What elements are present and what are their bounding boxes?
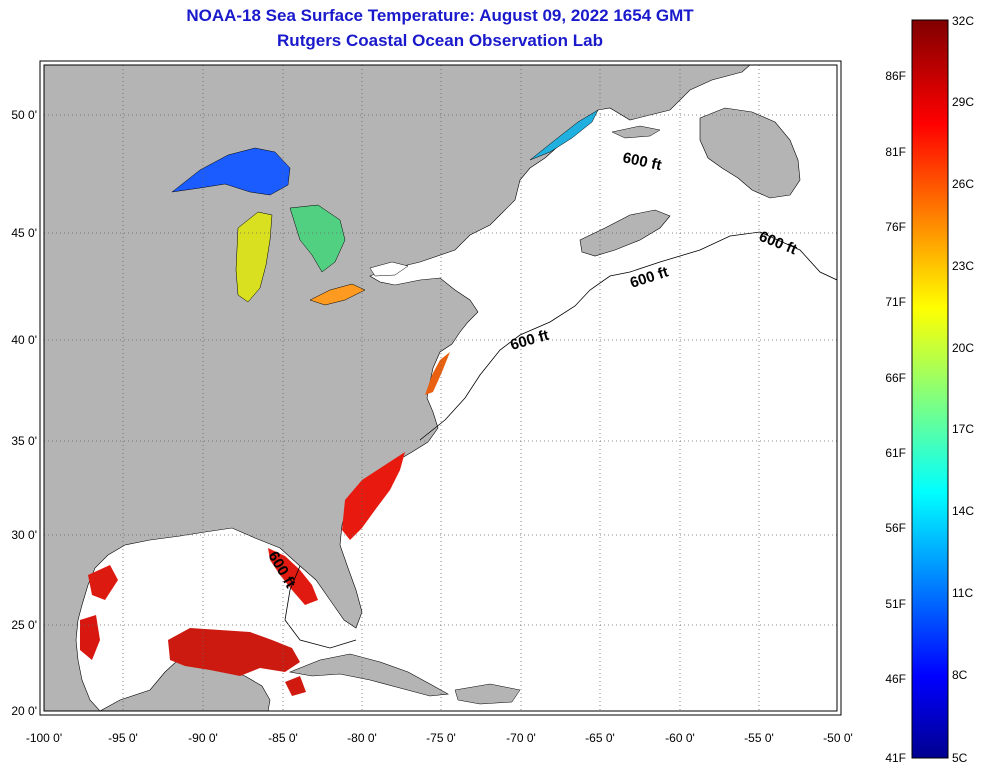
lon-tick-label: -100 0' [26, 731, 62, 745]
lon-tick-label: -60 0' [665, 731, 695, 745]
lat-tick-label: 20 0' [11, 704, 37, 718]
colorbar-celsius-label: 29C [952, 95, 974, 109]
colorbar-fahrenheit-label: 46F [885, 672, 906, 686]
latitude-axis: 50 0' 45 0' 40 0' 35 0' 30 0' 25 0' 20 0… [11, 108, 37, 718]
colorbar-fahrenheit-label: 66F [885, 371, 906, 385]
longitude-axis: -100 0' -95 0' -90 0' -85 0' -80 0' -75 … [26, 731, 853, 745]
lat-tick-label: 25 0' [11, 618, 37, 632]
lat-tick-label: 40 0' [11, 333, 37, 347]
colorbar-fahrenheit-label: 51F [885, 597, 906, 611]
map-outer-frame [39, 60, 842, 716]
gulf-yucatan-sst [285, 676, 306, 696]
map-subtitle: Rutgers Coastal Ocean Observation Lab [277, 31, 603, 50]
colorbar-fahrenheit-label: 56F [885, 521, 906, 535]
gulf-central-sst [168, 628, 300, 676]
lake-michigan-sst [235, 211, 273, 303]
colorbar-fahrenheit-label: 71F [885, 295, 906, 309]
colorbar-celsius-label: 17C [952, 422, 974, 436]
colorbar-celsius-label: 5C [952, 751, 968, 765]
lake-erie-sst [309, 283, 366, 306]
lon-tick-label: -90 0' [188, 731, 218, 745]
lake-superior-sst [171, 147, 291, 196]
colorbar-celsius-label: 8C [952, 668, 968, 682]
lat-tick-label: 35 0' [11, 434, 37, 448]
colorbar-fahrenheit-label: 81F [885, 145, 906, 159]
lon-tick-label: -70 0' [506, 731, 536, 745]
lat-tick-label: 30 0' [11, 528, 37, 542]
chesapeake-sst [425, 352, 450, 395]
lon-tick-label: -75 0' [426, 731, 456, 745]
colorbar-gradient [911, 19, 949, 759]
colorbar-celsius-label: 20C [952, 341, 974, 355]
colorbar-celsius-label: 26C [952, 177, 974, 191]
lat-tick-label: 45 0' [11, 226, 37, 240]
lat-tick-label: 50 0' [11, 108, 37, 122]
contour-600ft-line [284, 231, 837, 649]
colorbar-fahrenheit-label: 41F [885, 751, 906, 765]
lon-tick-label: -95 0' [108, 731, 138, 745]
colorbar-fahrenheit-label: 61F [885, 446, 906, 460]
lake-huron-sst [289, 204, 346, 273]
graticule [44, 65, 837, 711]
land-cuba [288, 653, 449, 697]
lake-ontario-sst [369, 261, 409, 277]
land-north-america [44, 65, 751, 711]
lon-tick-label: -55 0' [744, 731, 774, 745]
colorbar-celsius-label: 14C [952, 504, 974, 518]
colorbar-celsius-label: 11C [952, 586, 973, 600]
lon-tick-label: -85 0' [268, 731, 298, 745]
land-newfoundland [699, 107, 801, 199]
land-anticosti [611, 125, 661, 139]
land-hispaniola [454, 683, 521, 705]
map-layers [44, 65, 837, 711]
st-lawrence-sst [529, 109, 599, 161]
gulf-west-sst [88, 565, 118, 600]
lon-tick-label: -80 0' [347, 731, 377, 745]
colorbar-celsius-label: 32C [952, 14, 974, 28]
lon-tick-label: -50 0' [823, 731, 853, 745]
temperature-colorbar: 32C 29C 26C 23C 20C 17C 14C 11C 8C 5C 86… [885, 14, 974, 765]
colorbar-fahrenheit-label: 76F [885, 220, 906, 234]
southeast-coast-sst [342, 452, 405, 540]
lon-tick-label: -65 0' [585, 731, 615, 745]
gulf-east-sst [268, 548, 318, 605]
gulf-texas-sst [80, 615, 100, 660]
colorbar-celsius-label: 23C [952, 259, 974, 273]
colorbar-fahrenheit-label: 86F [885, 69, 906, 83]
map-title: NOAA-18 Sea Surface Temperature: August … [186, 6, 694, 25]
map-frame [43, 64, 838, 712]
